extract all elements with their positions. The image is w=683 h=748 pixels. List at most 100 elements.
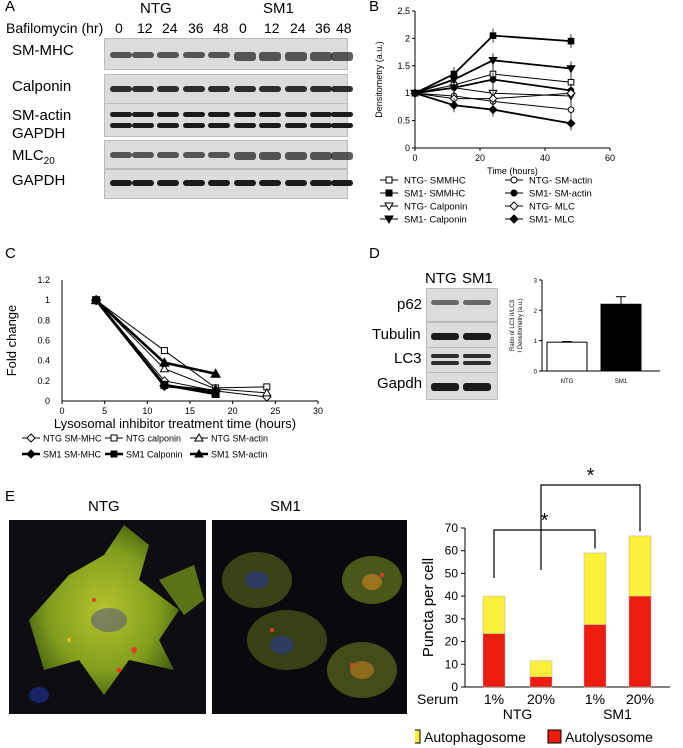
y-tick-label: 1.2 bbox=[37, 275, 50, 285]
data-point bbox=[566, 118, 576, 128]
blot-band bbox=[431, 361, 459, 365]
blot-band bbox=[431, 354, 459, 358]
blot-band bbox=[110, 52, 132, 58]
data-point bbox=[488, 94, 498, 104]
y-tick-label: 50 bbox=[445, 566, 459, 580]
x-tick-label: 60 bbox=[605, 153, 615, 163]
y-tick-label: 60 bbox=[445, 544, 459, 558]
blot-band bbox=[110, 86, 132, 92]
category-label: 1% bbox=[585, 691, 605, 707]
blot-band bbox=[183, 86, 205, 92]
data-point bbox=[488, 105, 498, 115]
series-7 bbox=[410, 88, 576, 131]
blot-band bbox=[157, 152, 179, 158]
series-line bbox=[95, 299, 267, 389]
y-tick-label: 70 bbox=[445, 521, 459, 535]
x-tick-label: 0 bbox=[59, 406, 64, 416]
blot-band bbox=[183, 152, 205, 158]
panel-e-label: E bbox=[5, 488, 16, 505]
blot-label-gapdh-2: GAPDH bbox=[12, 172, 66, 189]
panel-d-label: D bbox=[369, 245, 380, 262]
blot-band bbox=[234, 112, 256, 117]
legend-label: SM1 SM-MHC bbox=[43, 450, 101, 460]
series-line bbox=[414, 92, 572, 100]
blot-band bbox=[259, 152, 281, 160]
legend-entry: NTG SM-actin bbox=[190, 432, 268, 444]
x-axis-label: Lysosomal inhibitor treatment time (hour… bbox=[54, 416, 296, 431]
significance-bracket bbox=[540, 484, 641, 571]
y-tick-label: 3 bbox=[534, 279, 538, 285]
legend-label: SM1 SM-actin bbox=[211, 450, 268, 460]
timepoint-label: 48 bbox=[336, 20, 352, 36]
legend-marker bbox=[385, 189, 393, 197]
blot-label-sm-mhc: SM-MHC bbox=[12, 42, 74, 59]
y-axis-label: Densitometry (a.u.) bbox=[374, 41, 384, 118]
panel-a-label: A bbox=[5, 0, 16, 15]
legend-label: NTG SM-actin bbox=[211, 434, 268, 444]
bar-segment-autolysosome bbox=[628, 595, 652, 688]
blot-band bbox=[331, 123, 353, 128]
data-point bbox=[449, 76, 459, 85]
timepoint-label: 12 bbox=[137, 20, 153, 36]
data-point bbox=[160, 347, 168, 355]
blot-label-lc3: LC3 bbox=[394, 350, 422, 367]
data-point bbox=[90, 294, 102, 305]
blot-band bbox=[463, 383, 491, 391]
y-tick-label: 1 bbox=[45, 295, 50, 305]
blot-band bbox=[208, 180, 230, 186]
y-tick-label: 30 bbox=[445, 612, 459, 626]
blot-band bbox=[110, 180, 132, 186]
legend-entry: NTG SM-MHC bbox=[22, 433, 102, 444]
category-label: 20% bbox=[626, 691, 654, 707]
blot-band bbox=[110, 112, 132, 117]
y-tick-label: 1 bbox=[534, 339, 538, 345]
legend-marker bbox=[384, 215, 394, 225]
x-tick-label: 0 bbox=[412, 153, 417, 163]
bar-segment-autolysosome bbox=[529, 676, 553, 688]
blot-band bbox=[157, 86, 179, 92]
densitometry-line-chart: 0 0.5 1 1.5 2 2.5 0 20 40 60 Time (hours) Densitome… bbox=[374, 6, 615, 226]
blot-band bbox=[110, 152, 132, 158]
x-tick-label: 20 bbox=[228, 406, 238, 416]
blot-band bbox=[331, 112, 353, 117]
bar-sm1 bbox=[600, 303, 642, 372]
legend-label: SM1- MLC bbox=[529, 215, 575, 226]
y-tick-label: 0.6 bbox=[37, 336, 50, 346]
legend-entry: SM1- Calponin bbox=[380, 215, 467, 226]
legend-label: NTG- MLC bbox=[529, 202, 575, 213]
legend-marker bbox=[384, 202, 394, 212]
blot-band bbox=[183, 52, 205, 58]
blot-label-calponin: Calponin bbox=[12, 78, 72, 95]
timepoint-label: 0 bbox=[239, 20, 247, 36]
blot-band bbox=[310, 152, 332, 160]
x-tick-label: 30 bbox=[313, 406, 323, 416]
blot-band bbox=[310, 180, 332, 186]
blot-strip bbox=[426, 347, 498, 374]
x-tick-label: 20 bbox=[475, 153, 485, 163]
blot-band bbox=[310, 52, 332, 61]
data-point bbox=[449, 100, 459, 110]
legend-marker bbox=[509, 201, 519, 211]
series-line bbox=[414, 92, 572, 125]
legend-entry: SM1- SM-actin bbox=[505, 189, 592, 200]
y-tick-label: 20 bbox=[445, 635, 459, 649]
data-point bbox=[261, 387, 272, 397]
puncta-stacked-bar-chart: 0 10 20 30 40 50 60 70 Puncta per cell 1% 20% 1% 20%… bbox=[415, 465, 670, 745]
blot-band bbox=[208, 86, 230, 92]
sm1-fluorescence-image bbox=[212, 520, 407, 714]
legend-marker bbox=[26, 449, 36, 459]
y-tick-label: 0.4 bbox=[37, 356, 50, 366]
legend-marker bbox=[509, 214, 519, 224]
blot-band bbox=[259, 123, 281, 128]
legend-marker bbox=[110, 450, 118, 458]
series-line bbox=[414, 78, 572, 95]
legend-label: NTG- SMMHC bbox=[404, 176, 466, 187]
significance-star: * bbox=[541, 510, 549, 532]
legend-label: Autophagosome bbox=[424, 729, 526, 745]
treatment-label: Bafilomycin (hr) bbox=[6, 20, 104, 36]
blot-band bbox=[234, 152, 256, 160]
legend-label: SM1 Calponin bbox=[126, 450, 183, 460]
series-line bbox=[95, 299, 216, 396]
blot-band bbox=[285, 152, 307, 160]
y-axis-label-line1: Ratio of LC3 II/LC3 bbox=[510, 299, 516, 351]
